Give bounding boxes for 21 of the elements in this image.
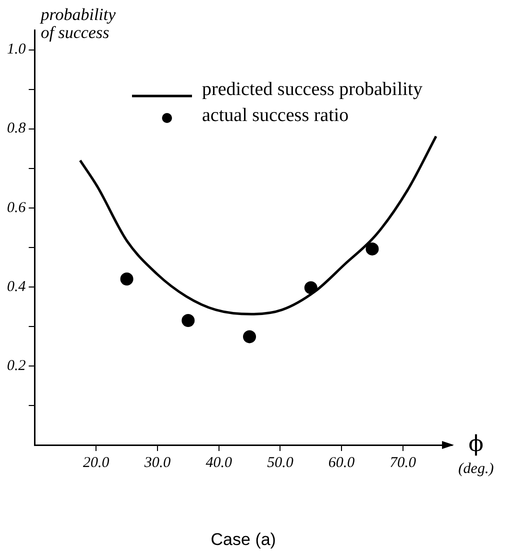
- x-tick-label: 20.0: [82, 454, 110, 471]
- text: Case (a): [210, 530, 276, 549]
- point: [366, 242, 379, 256]
- y-tick-label: 0.8: [7, 120, 26, 137]
- x-tick-label: 40.0: [206, 454, 232, 471]
- y-tick-label: 0.6: [7, 200, 26, 216]
- x-axis-title: ϕ (deg.): [458, 432, 494, 477]
- y-tick-label: 0.4: [7, 278, 26, 295]
- line-series: [78, 135, 438, 316]
- legend-label: actual success ratio: [202, 104, 349, 126]
- y-tick-label: 1.0: [7, 42, 26, 58]
- y-axis-title: probability of success: [40, 5, 116, 42]
- legend-label: predicted success probability: [202, 78, 424, 100]
- point: [120, 272, 134, 286]
- x-tick-label: 60.0: [328, 454, 356, 471]
- point: [243, 330, 256, 344]
- x-tick-label: 70.0: [390, 454, 417, 471]
- y-tick-label: 0.2: [7, 358, 26, 374]
- x-tick-label: 30.0: [143, 454, 172, 471]
- x-tick-label: 50.0: [267, 454, 294, 471]
- point: [182, 314, 195, 327]
